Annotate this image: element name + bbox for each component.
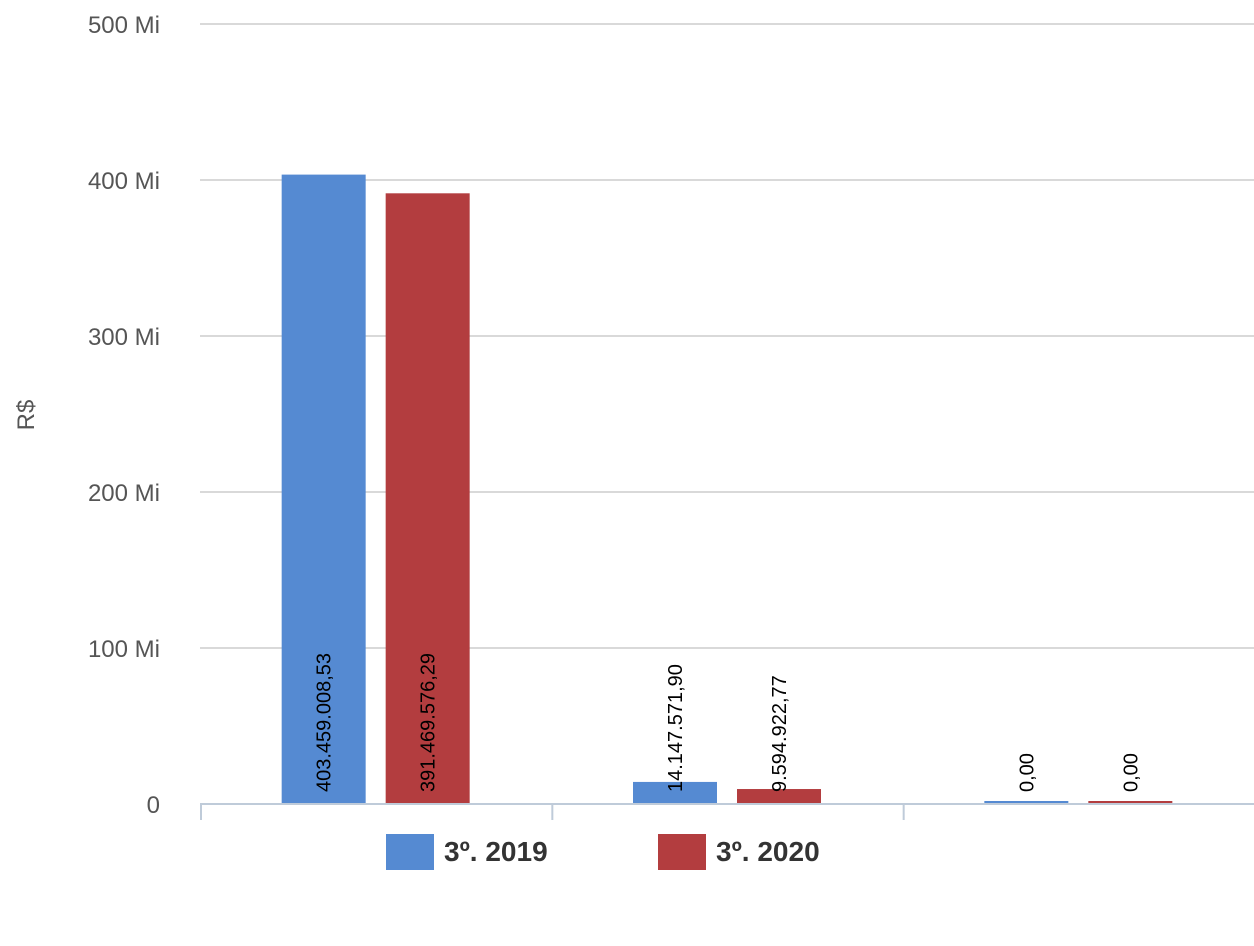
legend: 3º. 2019 3º. 2020: [0, 827, 1254, 877]
bars: [281, 174, 1173, 804]
data-label: 9.594.922,77: [769, 675, 791, 792]
y-tick-label: 400 Mi: [88, 168, 160, 195]
legend-item-2020[interactable]: 3º. 2020: [658, 827, 820, 877]
data-label: 391.469.576,29: [418, 653, 440, 792]
data-label: 403.459.008,53: [314, 653, 336, 792]
bar: [737, 789, 821, 804]
data-label: 0,00: [1120, 753, 1142, 792]
bar: [281, 174, 366, 804]
y-tick-label: 0: [147, 792, 160, 819]
y-tick-label: 100 Mi: [88, 636, 160, 663]
bar: [385, 193, 470, 804]
legend-label-2019: 3º. 2019: [444, 836, 548, 867]
legend-swatch-2019: [386, 834, 434, 870]
bar: [984, 801, 1069, 804]
bar: [633, 781, 717, 804]
y-tick-label: 200 Mi: [88, 480, 160, 507]
legend-label-2020: 3º. 2020: [716, 836, 820, 867]
y-axis-ticks: 0 100 Mi 200 Mi 300 Mi 400 Mi 500 Mi: [88, 12, 160, 819]
data-label: 0,00: [1016, 753, 1038, 792]
x-axis: [200, 803, 1254, 820]
y-tick-label: 500 Mi: [88, 12, 160, 39]
legend-swatch-2020: [658, 834, 706, 870]
y-tick-label: 300 Mi: [88, 324, 160, 351]
data-label: 14.147.571,90: [665, 664, 687, 792]
bar: [1088, 801, 1173, 804]
y-axis-label: R$: [13, 400, 40, 431]
data-labels: 403.459.008,53 14.147.571,90 0,00 391.469.5…: [314, 653, 1143, 792]
gridlines: [200, 23, 1254, 649]
legend-item-2019[interactable]: 3º. 2019: [386, 827, 548, 877]
